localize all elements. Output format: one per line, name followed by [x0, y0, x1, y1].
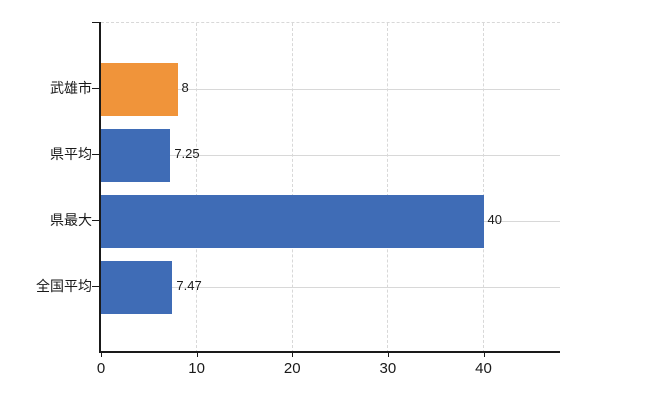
x-tick-label: 10 [188, 360, 205, 377]
x-axis-tick [196, 353, 198, 357]
row-gridline [101, 286, 560, 288]
plot-area [101, 22, 560, 353]
value-label: 40 [487, 212, 502, 227]
bar-県平均 [101, 128, 171, 182]
x-tick-label: 0 [96, 360, 106, 377]
vertical-gridline [291, 23, 293, 353]
category-label: 県平均 [50, 145, 92, 162]
vertical-gridline [196, 23, 198, 353]
value-label: 8 [181, 80, 189, 95]
x-axis-tick [292, 353, 294, 357]
y-axis-tick [92, 153, 99, 155]
value-label: 7.25 [174, 146, 200, 161]
y-axis-tick [92, 87, 99, 89]
y-axis-line [99, 22, 101, 353]
row-gridline [101, 154, 560, 156]
x-tick-label: 30 [379, 360, 397, 377]
category-label: 全国平均 [36, 277, 92, 294]
value-label: 7.47 [176, 278, 202, 293]
bar-武雄市 [101, 62, 178, 116]
x-axis-tick [483, 353, 485, 357]
x-axis-tick [387, 353, 389, 357]
bar-県最大 [101, 194, 484, 248]
bar-全国平均 [101, 260, 173, 314]
row-gridline [101, 88, 560, 90]
x-axis-tick [101, 353, 102, 357]
vertical-gridline [483, 23, 484, 353]
x-axis-line [99, 351, 560, 353]
x-tick-label: 40 [475, 360, 492, 377]
category-label: 県最大 [50, 211, 92, 228]
x-tick-label: 20 [283, 360, 301, 377]
y-axis-tick [92, 219, 99, 221]
category-label: 武雄市 [50, 79, 92, 96]
vertical-gridline [387, 23, 389, 353]
y-axis-tick [92, 285, 99, 287]
y-axis-end-tick [92, 21, 99, 23]
